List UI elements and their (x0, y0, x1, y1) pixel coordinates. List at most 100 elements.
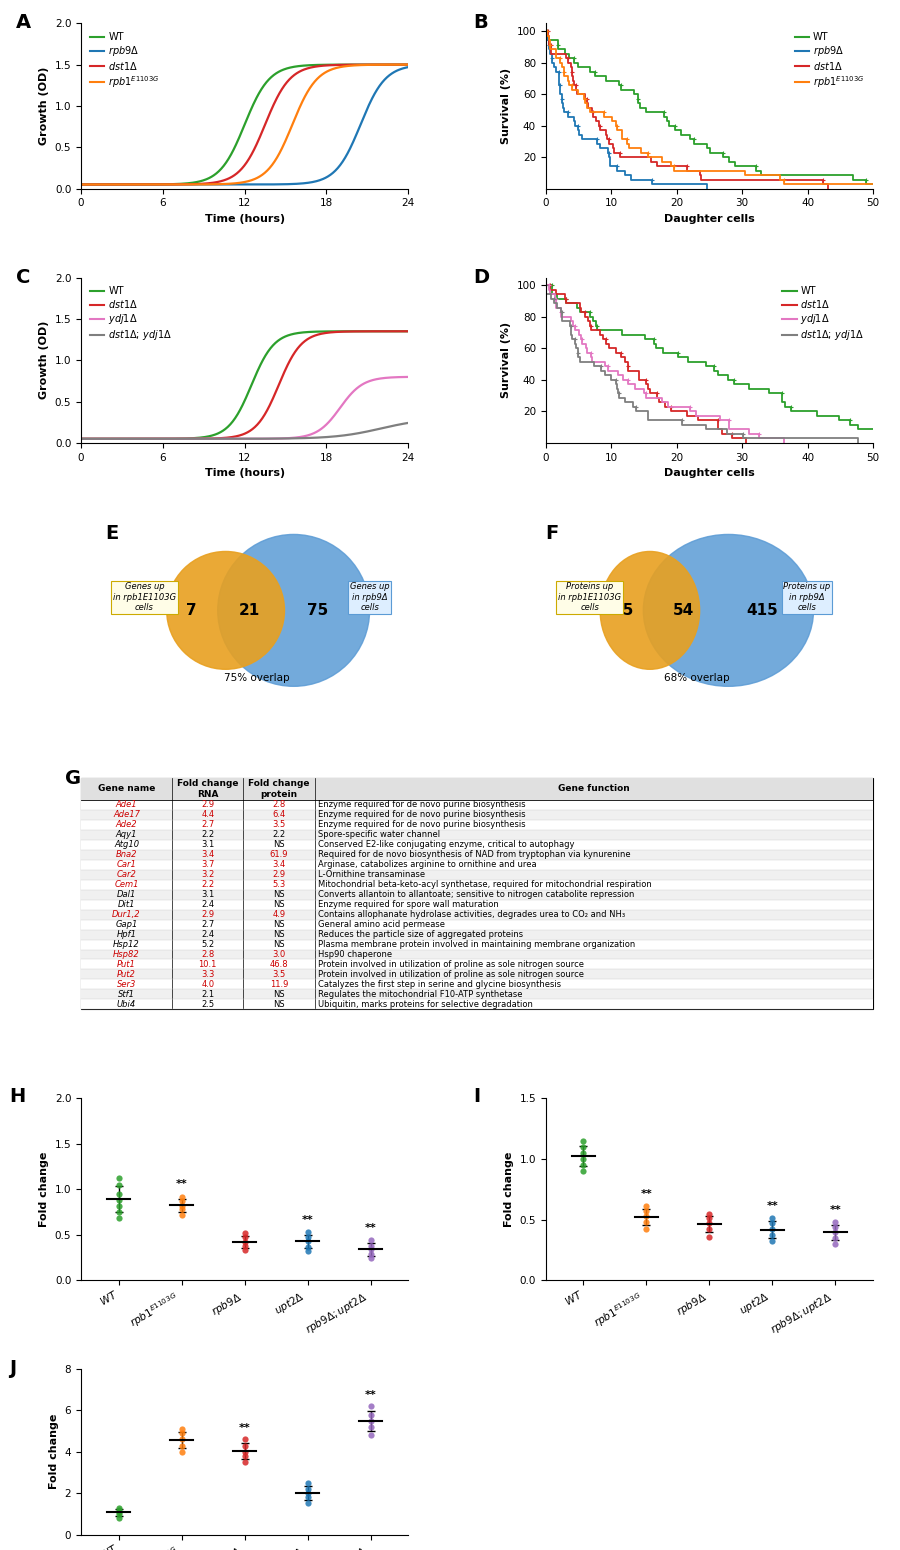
Point (238, 1449, 252, 1474)
Text: Plasma membrane protein involved in maintaining membrane organization: Plasma membrane protein involved in main… (318, 939, 635, 949)
Point (175, 1197, 189, 1221)
Point (765, 1223, 779, 1248)
Bar (81, 890, 873, 899)
Legend: WT, $rpb9\Delta$, $dst1\Delta$, $rpb1^{E1103G}$: WT, $rpb9\Delta$, $dst1\Delta$, $rpb1^{E… (86, 28, 164, 93)
Text: 2.4: 2.4 (202, 901, 214, 910)
Text: **: ** (830, 1204, 842, 1215)
Point (238, 1234, 252, 1259)
Bar (81, 969, 873, 980)
Text: 4.4: 4.4 (202, 811, 214, 820)
Text: 2.1: 2.1 (202, 990, 214, 998)
Point (175, 1184, 189, 1209)
Text: Proteins up
in rpb1E1103G
cells: Proteins up in rpb1E1103G cells (558, 583, 621, 612)
Text: 2.4: 2.4 (202, 930, 214, 939)
Point (364, 1237, 378, 1262)
Text: Genes up
in rpb1E1103G
cells: Genes up in rpb1E1103G cells (112, 583, 176, 612)
Text: NS: NS (274, 939, 284, 949)
Text: Mitochondrial beta-keto-acyl synthetase, required for mitochondrial respiration: Mitochondrial beta-keto-acyl synthetase,… (318, 880, 652, 890)
Point (301, 1491, 315, 1516)
Text: Bna2: Bna2 (116, 851, 138, 859)
Text: General amino acid permease: General amino acid permease (318, 921, 445, 928)
Text: NS: NS (274, 1000, 284, 1009)
Text: **: ** (238, 1423, 250, 1432)
Text: NS: NS (274, 990, 284, 998)
Text: Car2: Car2 (117, 870, 137, 879)
Point (112, 1200, 126, 1224)
Point (702, 1217, 716, 1242)
Text: Ade17: Ade17 (113, 811, 140, 820)
Text: Protein involved in utilization of proline as sole nitrogen source: Protein involved in utilization of proli… (318, 970, 584, 980)
Text: 54: 54 (673, 603, 695, 618)
Text: 3.5: 3.5 (273, 820, 285, 829)
Text: D: D (473, 268, 490, 287)
Text: **: ** (641, 1189, 652, 1200)
Bar (81, 959, 873, 969)
Text: Car1: Car1 (117, 860, 137, 870)
Point (175, 1428, 189, 1452)
Point (112, 1206, 126, 1231)
Text: **: ** (302, 1215, 313, 1224)
Text: 7: 7 (186, 603, 197, 618)
Point (576, 1128, 590, 1153)
Text: B: B (473, 14, 489, 33)
Text: H: H (9, 1088, 25, 1107)
Point (112, 1166, 126, 1190)
Text: 2.9: 2.9 (202, 800, 214, 809)
Point (175, 1417, 189, 1442)
Text: Spore-specific water channel: Spore-specific water channel (318, 831, 440, 839)
Point (112, 1502, 126, 1527)
Text: 4.0: 4.0 (202, 980, 214, 989)
Y-axis label: Growth (OD): Growth (OD) (39, 321, 50, 400)
Bar (81, 809, 873, 820)
Point (765, 1217, 779, 1242)
Point (112, 1181, 126, 1206)
Text: E: E (105, 524, 119, 542)
Point (175, 1189, 189, 1214)
Point (364, 1242, 378, 1266)
Bar (81, 950, 873, 959)
Text: Hpf1: Hpf1 (116, 930, 137, 939)
Text: Converts allantoin to allantoate; sensitive to nitrogen catabolite repression: Converts allantoin to allantoate; sensit… (318, 890, 634, 899)
Text: **: ** (364, 1223, 376, 1232)
Ellipse shape (218, 535, 370, 687)
Text: NS: NS (274, 930, 284, 939)
Point (702, 1201, 716, 1226)
Point (576, 1159, 590, 1184)
Text: 25: 25 (613, 603, 634, 618)
Point (702, 1211, 716, 1235)
Y-axis label: Fold change: Fold change (50, 1414, 59, 1490)
Y-axis label: Fold change: Fold change (39, 1152, 50, 1228)
Text: NS: NS (274, 901, 284, 910)
Text: Enzyme required for de novo purine biosynthesis: Enzyme required for de novo purine biosy… (318, 811, 526, 820)
Text: F: F (545, 524, 558, 542)
Point (112, 1496, 126, 1521)
Text: 3.5: 3.5 (273, 970, 285, 980)
Point (112, 1194, 126, 1218)
Point (765, 1206, 779, 1231)
Text: 2.8: 2.8 (201, 950, 214, 959)
Point (112, 1187, 126, 1212)
Point (301, 1220, 315, 1245)
Point (175, 1421, 189, 1446)
Point (828, 1231, 842, 1256)
Point (238, 1238, 252, 1263)
Bar (81, 919, 873, 930)
Text: I: I (473, 1088, 481, 1107)
Text: 2.8: 2.8 (273, 800, 285, 809)
Bar (81, 1000, 873, 1009)
Text: **: ** (364, 1390, 376, 1400)
Point (576, 1153, 590, 1178)
Text: 5.3: 5.3 (273, 880, 285, 890)
Text: 2.9: 2.9 (202, 910, 214, 919)
Point (828, 1220, 842, 1245)
Text: Ubi4: Ubi4 (117, 1000, 136, 1009)
Text: NS: NS (274, 840, 284, 849)
Text: Reduces the particle size of aggregated proteins: Reduces the particle size of aggregated … (318, 930, 523, 939)
Text: 3.4: 3.4 (201, 851, 214, 859)
Point (175, 1203, 189, 1228)
Text: **: ** (767, 1201, 778, 1211)
Point (639, 1203, 653, 1228)
Bar (81, 778, 873, 800)
Text: Catalyzes the first step in serine and glycine biosynthesis: Catalyzes the first step in serine and g… (318, 980, 561, 989)
Text: 2.5: 2.5 (202, 1000, 214, 1009)
